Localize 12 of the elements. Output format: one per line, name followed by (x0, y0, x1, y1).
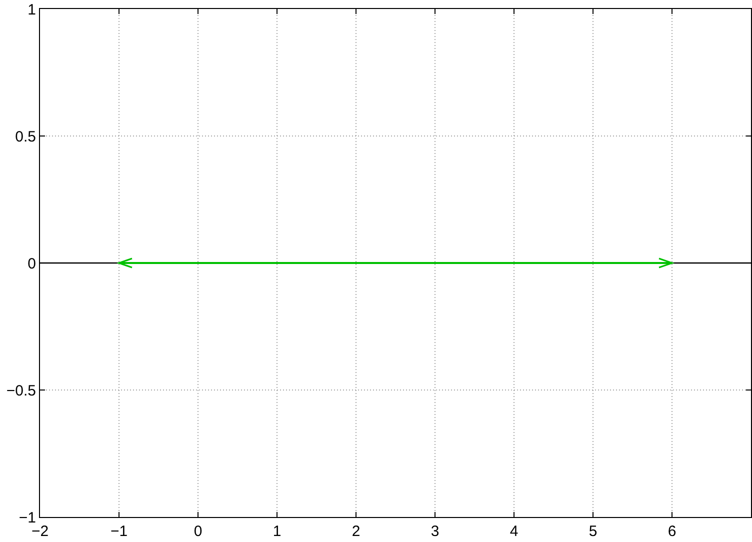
y-tick-label: 0 (28, 255, 36, 272)
x-tick-label: −1 (110, 523, 128, 540)
y-tick-label: −0.5 (6, 382, 36, 400)
x-tick-label: 0 (194, 523, 202, 540)
x-tick-label: 2 (352, 523, 360, 540)
x-tick-label: 4 (510, 523, 518, 540)
x-tick-label: 6 (668, 523, 676, 540)
x-tick-label: 1 (272, 523, 282, 540)
x-tick-label: 3 (430, 523, 440, 540)
x-tick-label: 5 (588, 523, 598, 540)
y-tick-label: 1 (28, 1, 36, 18)
y-tick-label: 0.5 (15, 128, 36, 146)
